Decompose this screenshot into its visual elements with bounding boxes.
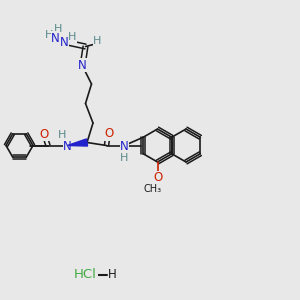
Text: H: H [93,36,102,46]
Text: N: N [78,59,87,72]
Text: H: H [45,29,54,40]
Text: N: N [51,32,60,45]
Text: N: N [60,36,69,49]
Text: N: N [120,140,129,153]
Text: HCl: HCl [74,268,97,281]
Text: O: O [153,171,162,184]
Text: O: O [104,127,113,140]
Text: H: H [58,130,67,140]
Text: O: O [40,128,49,141]
Text: H: H [68,32,76,43]
Text: N: N [63,140,72,153]
Polygon shape [68,139,88,146]
Text: H: H [108,268,117,281]
Text: H: H [120,153,129,163]
Text: H: H [54,23,63,34]
Text: CH₃: CH₃ [144,184,162,194]
